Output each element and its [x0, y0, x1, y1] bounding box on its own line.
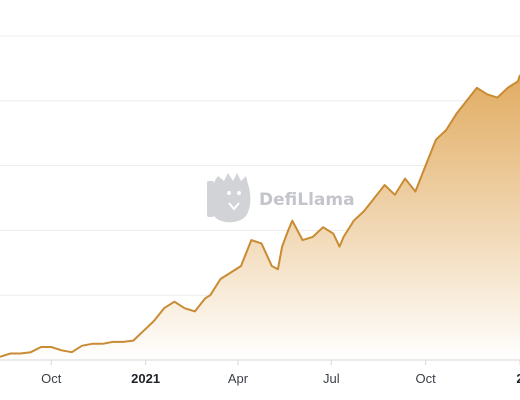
x-tick-label: 2 [516, 371, 520, 386]
x-tick-label: Oct [416, 371, 437, 386]
x-tick-label: Jul [323, 371, 340, 386]
x-tick-label: 2021 [131, 371, 160, 386]
watermark-text: DefiLlama [259, 190, 355, 210]
llama-logo-icon [207, 173, 251, 223]
area-layer [0, 74, 520, 361]
x-tick-label: Oct [41, 371, 62, 386]
x-tick-label: Apr [228, 371, 249, 386]
x-axis-ticks: Oct 2021 Apr Jul Oct 2 [41, 360, 520, 386]
series-line [0, 74, 520, 358]
series-area [0, 74, 520, 361]
watermark: DefiLlama [207, 173, 355, 223]
